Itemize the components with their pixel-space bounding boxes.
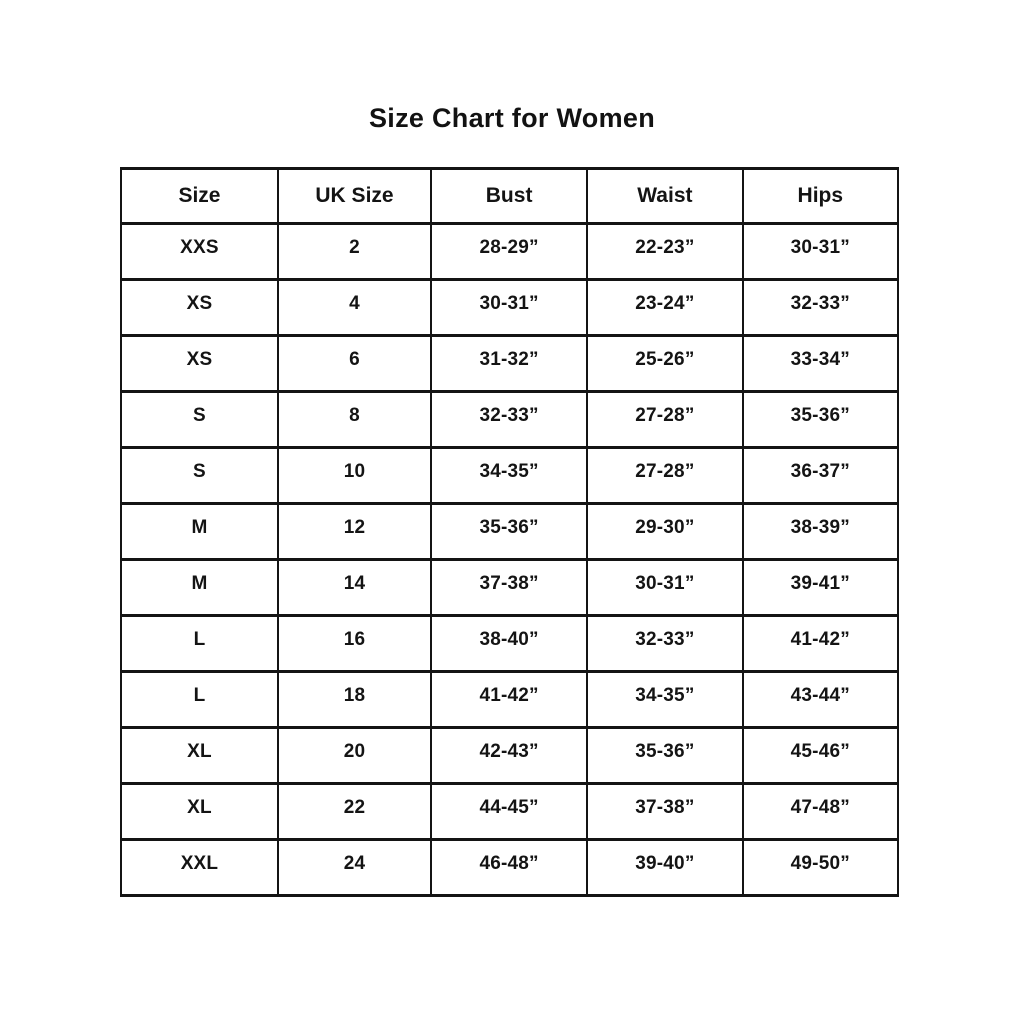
table-cell: 34-35”: [430, 446, 589, 505]
column-header-waist: Waist: [586, 167, 744, 225]
table-cell: 32-33”: [586, 614, 744, 673]
table-cell: 38-40”: [430, 614, 589, 673]
table-cell: XS: [120, 278, 279, 337]
table-cell: 22: [276, 782, 433, 841]
table-cell: 39-41”: [741, 558, 900, 617]
table-cell: 6: [276, 334, 433, 393]
table-row: XS 6 31-32” 25-26” 33-34”: [120, 334, 900, 393]
table-cell: 46-48”: [430, 838, 589, 897]
table-cell: L: [120, 614, 279, 673]
table-cell: 43-44”: [741, 670, 900, 729]
table-cell: 35-36”: [586, 726, 744, 785]
table-cell: S: [120, 390, 279, 449]
table-body: XXS 2 28-29” 22-23” 30-31” XS 4 30-31” 23-24” 32-…: [120, 222, 900, 897]
table-row: L 16 38-40” 32-33” 41-42”: [120, 614, 900, 673]
table-cell: 47-48”: [741, 782, 900, 841]
table-cell: 32-33”: [430, 390, 589, 449]
table-row: L 18 41-42” 34-35” 43-44”: [120, 670, 900, 729]
table-row: XL 20 42-43” 35-36” 45-46”: [120, 726, 900, 785]
table-row: XXS 2 28-29” 22-23” 30-31”: [120, 222, 900, 281]
column-header-bust: Bust: [430, 167, 589, 225]
table-cell: 39-40”: [586, 838, 744, 897]
table-cell: 36-37”: [741, 446, 900, 505]
table-cell: XS: [120, 334, 279, 393]
table-cell: 45-46”: [741, 726, 900, 785]
size-chart-table: Size UK Size Bust Waist Hips XXS 2 28-29” 22-23…: [120, 167, 900, 897]
table-cell: L: [120, 670, 279, 729]
table-cell: 37-38”: [430, 558, 589, 617]
table-cell: 27-28”: [586, 390, 744, 449]
table-row: XL 22 44-45” 37-38” 47-48”: [120, 782, 900, 841]
table-cell: XXL: [120, 838, 279, 897]
table-row: XS 4 30-31” 23-24” 32-33”: [120, 278, 900, 337]
table-cell: 30-31”: [741, 222, 900, 281]
table-cell: 28-29”: [430, 222, 589, 281]
table-row: S 8 32-33” 27-28” 35-36”: [120, 390, 900, 449]
column-header-size: Size: [120, 167, 279, 225]
table-cell: 16: [276, 614, 433, 673]
table-row: S 10 34-35” 27-28” 36-37”: [120, 446, 900, 505]
table-cell: 4: [276, 278, 433, 337]
table-cell: 30-31”: [586, 558, 744, 617]
table-cell: 20: [276, 726, 433, 785]
table-cell: 30-31”: [430, 278, 589, 337]
table-cell: 35-36”: [741, 390, 900, 449]
table-cell: 38-39”: [741, 502, 900, 561]
table-cell: M: [120, 502, 279, 561]
table-cell: 23-24”: [586, 278, 744, 337]
table-cell: 32-33”: [741, 278, 900, 337]
table-cell: XL: [120, 726, 279, 785]
table-cell: 8: [276, 390, 433, 449]
table-cell: S: [120, 446, 279, 505]
table-header: Size UK Size Bust Waist Hips: [120, 167, 900, 225]
table-cell: 10: [276, 446, 433, 505]
table-cell: 41-42”: [430, 670, 589, 729]
column-header-hips: Hips: [741, 167, 900, 225]
table-cell: 25-26”: [586, 334, 744, 393]
table-cell: 14: [276, 558, 433, 617]
table-cell: 41-42”: [741, 614, 900, 673]
table-cell: XL: [120, 782, 279, 841]
table-cell: 2: [276, 222, 433, 281]
table-row: M 12 35-36” 29-30” 38-39”: [120, 502, 900, 561]
table-cell: 49-50”: [741, 838, 900, 897]
table-row: M 14 37-38” 30-31” 39-41”: [120, 558, 900, 617]
table-cell: 22-23”: [586, 222, 744, 281]
table-cell: 33-34”: [741, 334, 900, 393]
table-cell: M: [120, 558, 279, 617]
table-cell: 35-36”: [430, 502, 589, 561]
table-cell: 31-32”: [430, 334, 589, 393]
table-cell: 44-45”: [430, 782, 589, 841]
table-cell: 42-43”: [430, 726, 589, 785]
table-cell: 24: [276, 838, 433, 897]
table-cell: 12: [276, 502, 433, 561]
column-header-uk-size: UK Size: [276, 167, 433, 225]
table-cell: 29-30”: [586, 502, 744, 561]
table-cell: 37-38”: [586, 782, 744, 841]
table-cell: 34-35”: [586, 670, 744, 729]
table-cell: XXS: [120, 222, 279, 281]
table-header-row: Size UK Size Bust Waist Hips: [120, 167, 900, 225]
table-row: XXL 24 46-48” 39-40” 49-50”: [120, 838, 900, 897]
table-cell: 27-28”: [586, 446, 744, 505]
table-cell: 18: [276, 670, 433, 729]
page-title: Size Chart for Women: [368, 103, 656, 133]
